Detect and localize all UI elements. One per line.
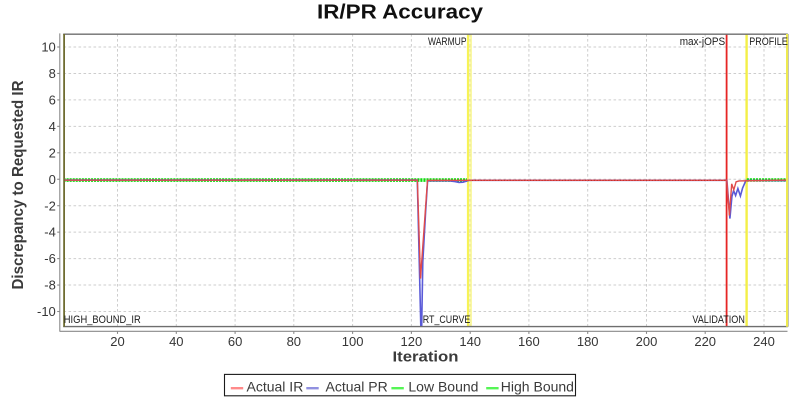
svg-text:Discrepancy to Requested IR: Discrepancy to Requested IR xyxy=(10,81,27,290)
svg-text:VALIDATION: VALIDATION xyxy=(692,314,745,326)
svg-text:80: 80 xyxy=(287,334,301,349)
svg-text:10: 10 xyxy=(41,40,55,55)
svg-text:20: 20 xyxy=(110,334,124,349)
svg-text:40: 40 xyxy=(169,334,183,349)
svg-text:PROFILE: PROFILE xyxy=(749,36,788,48)
svg-text:-2: -2 xyxy=(44,198,56,213)
svg-text:-10: -10 xyxy=(37,304,56,319)
svg-text:Iteration: Iteration xyxy=(393,349,459,366)
svg-text:180: 180 xyxy=(577,334,599,349)
svg-text:140: 140 xyxy=(459,334,481,349)
svg-text:220: 220 xyxy=(694,334,716,349)
svg-text:HIGH_BOUND_IR: HIGH_BOUND_IR xyxy=(64,314,141,326)
svg-text:0: 0 xyxy=(49,172,56,187)
svg-text:60: 60 xyxy=(228,334,242,349)
svg-text:-4: -4 xyxy=(44,225,56,240)
svg-text:RT_CURVE: RT_CURVE xyxy=(423,314,471,326)
svg-text:160: 160 xyxy=(518,334,540,349)
svg-text:max-jOPS: max-jOPS xyxy=(680,36,726,48)
svg-text:240: 240 xyxy=(753,334,775,349)
svg-text:2: 2 xyxy=(49,145,56,160)
svg-text:8: 8 xyxy=(49,66,56,81)
svg-text:High Bound: High Bound xyxy=(501,378,574,394)
svg-text:100: 100 xyxy=(342,334,364,349)
svg-text:4: 4 xyxy=(49,119,56,134)
svg-text:200: 200 xyxy=(636,334,658,349)
svg-text:Actual IR: Actual IR xyxy=(247,378,304,394)
svg-text:Actual PR: Actual PR xyxy=(326,378,388,394)
svg-text:120: 120 xyxy=(401,334,423,349)
svg-text:-8: -8 xyxy=(44,278,56,293)
svg-text:6: 6 xyxy=(49,93,56,108)
svg-text:Low Bound: Low Bound xyxy=(408,378,478,394)
svg-text:WARMUP: WARMUP xyxy=(428,36,467,48)
svg-text:IR/PR Accuracy: IR/PR Accuracy xyxy=(317,2,484,24)
svg-text:-6: -6 xyxy=(44,251,56,266)
